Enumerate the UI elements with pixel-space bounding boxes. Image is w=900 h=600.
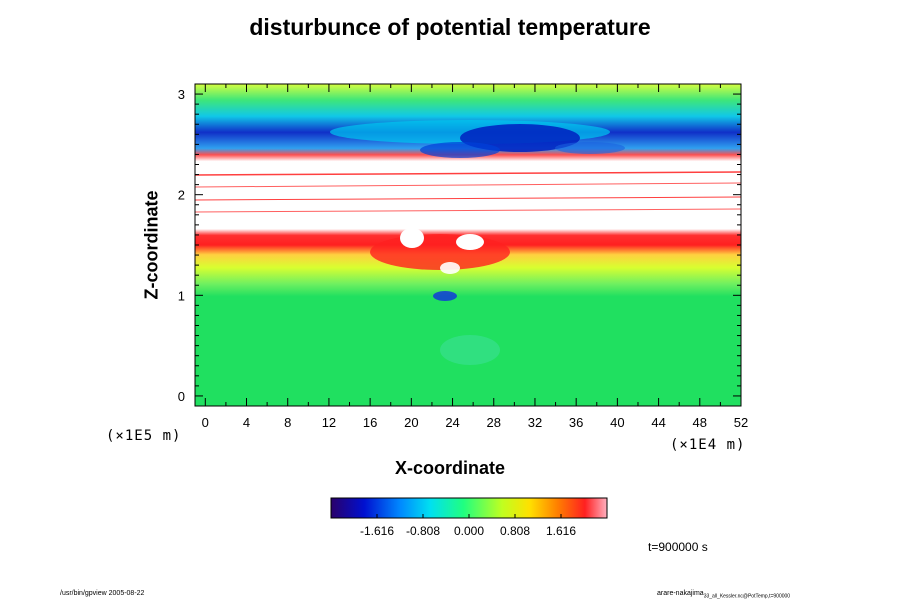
footer-right-main: arare-nakajima — [657, 590, 704, 597]
contour-line-4 — [195, 208, 741, 213]
x-tick-label: 12 — [322, 415, 336, 430]
colorbar-tick-label: -1.616 — [360, 524, 394, 538]
y-axis-ticks: 0 1 2 3 — [178, 87, 741, 404]
x-tick-label: 32 — [528, 415, 542, 430]
contour-line-2 — [195, 182, 741, 188]
weak-plume — [440, 335, 500, 365]
contour-line-3 — [195, 196, 741, 201]
colorbar-tick-label: 0.000 — [454, 524, 484, 538]
y-axis-unit: (×1E5 m) — [106, 428, 182, 444]
x-axis-label: X-coordinate — [394, 458, 505, 478]
x-tick-label: 20 — [404, 415, 418, 430]
x-tick-label: 48 — [693, 415, 707, 430]
y-tick-label: 3 — [178, 87, 185, 102]
x-axis-unit: (×1E4 m) — [670, 437, 746, 453]
footer-left: /usr/bin/gpview 2005-08-22 — [60, 590, 145, 597]
colorbar-tick-label: 0.808 — [500, 524, 530, 538]
saturated-patch-1 — [400, 228, 424, 248]
saturated-patch-3 — [440, 262, 460, 274]
x-tick-label: 44 — [651, 415, 665, 430]
x-tick-label: 40 — [610, 415, 624, 430]
y-tick-label: 0 — [178, 389, 185, 404]
colorbar-ticks: -1.616 -0.808 0.000 0.808 1.616 — [360, 514, 576, 538]
saturated-patch-2 — [456, 234, 484, 250]
x-tick-label: 52 — [734, 415, 748, 430]
x-tick-label: 4 — [243, 415, 250, 430]
colorbar-frame — [330, 497, 608, 519]
x-tick-label: 16 — [363, 415, 377, 430]
y-tick-label: 2 — [178, 188, 185, 203]
x-tick-label: 36 — [569, 415, 583, 430]
field-features — [195, 120, 741, 365]
negative-anomaly-east — [555, 142, 625, 154]
y-axis-label: Z-coordinate — [141, 190, 162, 300]
x-tick-label: 8 — [284, 415, 291, 430]
footer-right-sub: 33_all_Kessler.nc@PotTemp,t=900000 — [703, 593, 791, 600]
contour-line-1 — [195, 171, 741, 176]
negative-blob-low — [433, 291, 457, 301]
colorbar-tick-label: 1.616 — [546, 524, 576, 538]
x-tick-label: 0 — [202, 415, 209, 430]
chart-title: disturbunce of potential temperature — [249, 14, 651, 40]
colorbar-tick-label: -0.808 — [406, 524, 440, 538]
x-tick-label: 28 — [487, 415, 501, 430]
positive-anomaly-core — [370, 234, 510, 270]
time-label: t=900000 s — [648, 540, 708, 554]
x-tick-label: 24 — [445, 415, 459, 430]
footer-right: arare-nakajima33_all_Kessler.nc@PotTemp,… — [657, 590, 790, 599]
y-tick-label: 1 — [178, 288, 185, 303]
colorbar — [331, 498, 607, 518]
negative-anomaly-west — [420, 142, 500, 158]
x-axis-ticks: 0 4 8 12 16 20 24 28 32 36 40 44 48 52 — [202, 84, 748, 430]
